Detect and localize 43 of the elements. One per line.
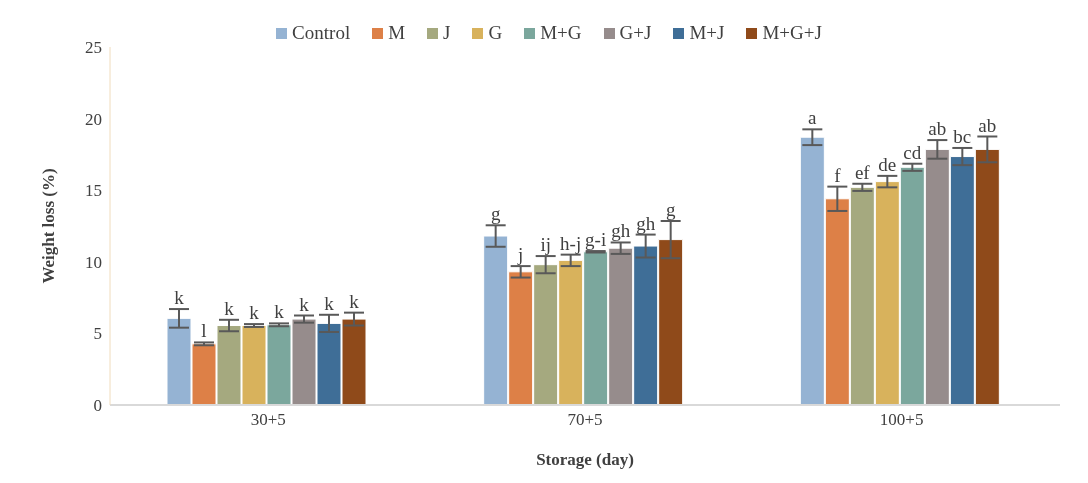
data-label: k <box>324 292 335 314</box>
legend-label: M+G <box>540 22 582 44</box>
legend-label: J <box>443 22 451 44</box>
data-label: g <box>490 203 501 225</box>
data-label: g-i <box>585 229 607 251</box>
y-tick-label: 20 <box>85 109 102 129</box>
legend-label: M <box>388 22 406 44</box>
data-label: k <box>299 293 310 315</box>
x-axis-title: Storage (day) <box>536 450 634 469</box>
y-tick-label: 15 <box>85 181 102 201</box>
y-axis-title: Weight loss (%) <box>39 168 59 284</box>
data-label: f <box>834 164 842 186</box>
x-tick-label: 100+5 <box>879 410 924 430</box>
data-label: gh <box>636 212 656 234</box>
data-label: ab <box>978 114 997 136</box>
data-label: gh <box>611 220 631 242</box>
data-label: a <box>808 107 818 129</box>
data-label: ab <box>928 118 947 140</box>
y-tick-label: 5 <box>93 324 102 344</box>
data-label: k <box>174 287 185 309</box>
data-label: k <box>349 290 360 312</box>
y-tick-label: 10 <box>85 252 102 272</box>
x-tick-label: 70+5 <box>567 410 603 430</box>
data-label: de <box>878 153 897 175</box>
data-label: g <box>665 198 676 220</box>
legend-label: M+J <box>689 22 725 44</box>
data-label: ef <box>854 161 871 183</box>
data-label: bc <box>953 125 972 147</box>
data-label: k <box>249 302 260 324</box>
legend-label: M+G+J <box>762 22 822 44</box>
data-label: h-j <box>560 232 582 254</box>
legend-label: G+J <box>619 22 652 44</box>
data-label: l <box>201 320 207 342</box>
y-tick-label: 25 <box>85 38 102 58</box>
data-label: cd <box>903 141 922 163</box>
data-label: j <box>517 244 524 266</box>
legend-label: Control <box>292 22 351 44</box>
y-tick-label: 0 <box>93 396 102 416</box>
data-label: k <box>224 297 235 319</box>
data-label: k <box>274 301 285 323</box>
legend-label: G <box>488 22 503 44</box>
data-label: ij <box>540 234 551 256</box>
x-tick-label: 30+5 <box>250 410 286 430</box>
